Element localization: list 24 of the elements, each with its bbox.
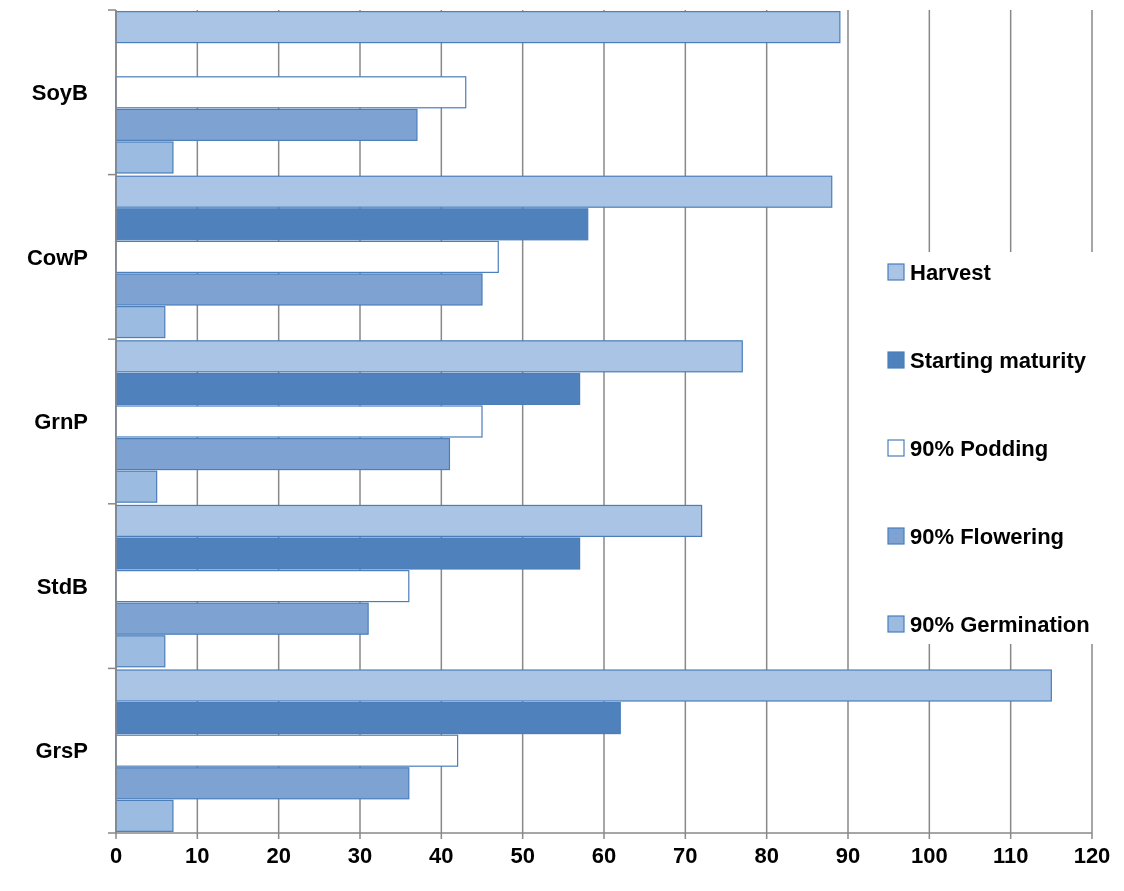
x-tick-label: 100 [910,843,948,868]
x-tick-label: 0 [109,843,123,868]
x-tick-label: 20 [266,843,291,868]
x-tick-label: 10 [185,843,210,868]
x-tick-label: 70 [673,843,698,868]
legend-label: 90% Germination [910,611,1090,637]
y-tick-label: CowP [26,244,88,270]
y-tick-label: SoyB [31,80,88,105]
y-tick-label: StdB [36,573,88,599]
legend-label: Starting maturity [910,347,1087,373]
legend-label: 90% Podding [910,435,1049,461]
legend-label: 90% Flowering [910,523,1065,549]
x-tick-label: 120 [1073,843,1111,868]
y-tick-label: GrnP [34,409,88,435]
bar [115,11,841,44]
x-tick-label: 80 [754,843,779,868]
legend-label: Harvest [910,259,992,285]
x-tick-label: 50 [510,843,535,868]
x-tick-label: 30 [347,843,373,868]
x-tick-label: 60 [591,843,617,868]
x-tick-label: 40 [429,843,454,868]
x-tick-label: 90 [835,843,861,868]
x-tick-label: 110 [992,843,1029,868]
y-tick-label: GrsP [35,738,88,764]
